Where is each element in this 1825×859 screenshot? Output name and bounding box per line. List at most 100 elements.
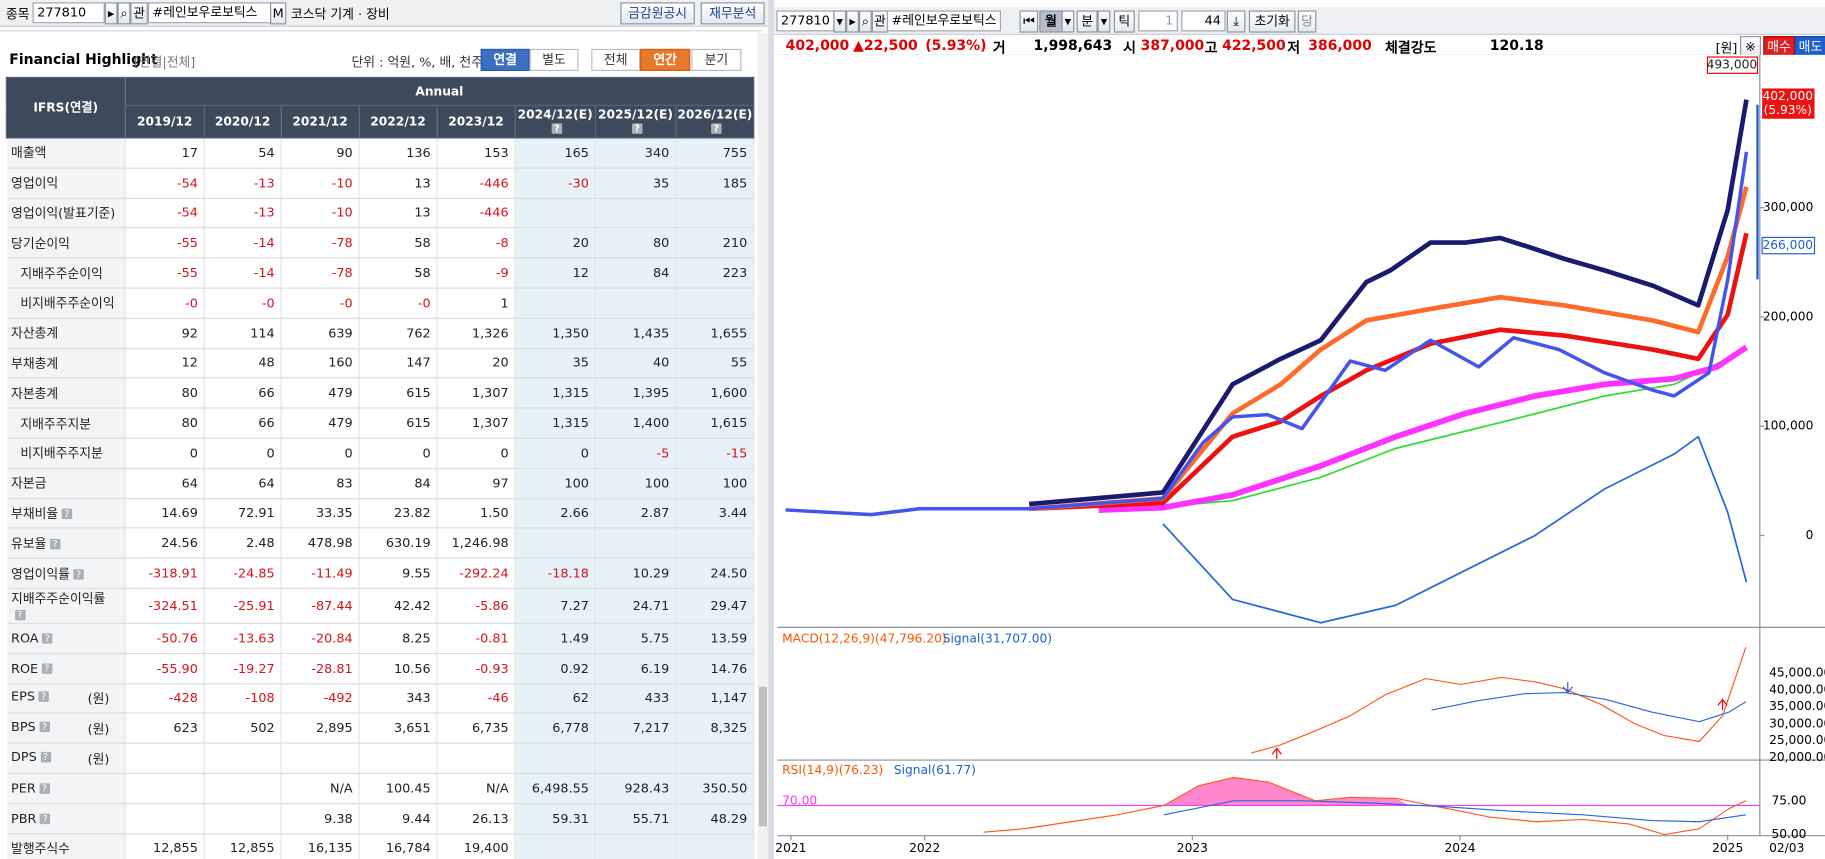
cell: 29.47 xyxy=(675,588,755,624)
cell: 147 xyxy=(359,348,438,379)
button[interactable]: ▾ xyxy=(1097,10,1111,33)
count-input[interactable]: 44 xyxy=(1181,10,1226,32)
button[interactable]: ▾ xyxy=(1061,10,1075,33)
name-input[interactable]: #레인보우로보틱스 xyxy=(886,10,1001,32)
data-row: 자본금 64 64 83 84 97 100 100 100 xyxy=(6,468,755,499)
code-input[interactable]: 277810 xyxy=(32,2,105,24)
cell xyxy=(675,743,755,774)
toggle[interactable]: 분기 xyxy=(691,48,742,72)
row-label-cell: 비지배주주순이익 xyxy=(6,288,126,319)
label: 고 xyxy=(1204,39,1218,56)
column-label: 2026/12(E) xyxy=(677,107,753,122)
separator xyxy=(0,30,763,32)
toggle[interactable]: 연간 xyxy=(640,48,691,72)
cell: 928.43 xyxy=(595,773,677,804)
button[interactable]: 재무분석 xyxy=(700,2,765,25)
button[interactable]: 금감원공시 xyxy=(620,2,695,25)
period-button[interactable]: 분 xyxy=(1076,10,1098,33)
volume: 1,998,643 xyxy=(1033,37,1113,54)
cell: 55 xyxy=(675,348,755,379)
rsi-signal: Signal(61.77) xyxy=(894,763,976,777)
cell: 19,400 xyxy=(437,833,516,859)
cell: -55.90 xyxy=(125,653,205,684)
cell: 3,651 xyxy=(359,713,438,744)
count-input[interactable]: 1 xyxy=(1138,10,1178,32)
cell: 0 xyxy=(359,438,438,469)
data-row: DPS? (원) xyxy=(6,743,755,774)
help-icon: ? xyxy=(42,633,53,644)
column-label: 2020/12 xyxy=(214,114,271,129)
data-row: BPS? (원) 623 502 2,895 3,651 6,735 6,778 7,217 8,… xyxy=(6,713,755,744)
change: ▲22,500 xyxy=(853,37,918,54)
cell xyxy=(125,803,205,835)
button[interactable]: 당 xyxy=(1297,10,1317,33)
gwan-button[interactable]: 관 xyxy=(871,10,889,33)
cell: 223 xyxy=(675,258,755,289)
scroll-thumb[interactable] xyxy=(758,686,768,827)
button[interactable]: ▾ xyxy=(833,10,847,33)
cell xyxy=(595,288,677,319)
toggle[interactable]: 별도 xyxy=(529,48,579,72)
data-row: ROE? -55.90 -19.27 -28.81 10.56 -0.93 0.92 6.19… xyxy=(6,653,755,684)
period-button[interactable]: 월 xyxy=(1039,10,1063,33)
label: 저 xyxy=(1287,39,1301,56)
reset-button[interactable]: 초기화 xyxy=(1248,10,1296,33)
cell: -55 xyxy=(125,258,205,289)
data-row: 유보율? 24.56 2.48 478.98 630.19 1,246.98 xyxy=(6,528,755,559)
button[interactable]: ⏮ xyxy=(1019,10,1039,33)
cell: 9.38 xyxy=(281,803,360,835)
cell: 90 xyxy=(281,137,360,169)
scrollbar[interactable] xyxy=(757,32,769,859)
cell: -5 xyxy=(595,438,677,469)
cell: -13 xyxy=(204,167,282,199)
button[interactable]: ⌕ xyxy=(858,10,872,33)
help-icon: ? xyxy=(61,508,73,520)
toggle[interactable]: 전체 xyxy=(591,48,641,72)
row-label: 발행주식수 xyxy=(11,841,70,857)
cell: 48.29 xyxy=(675,803,755,835)
prev-button[interactable]: ▸ xyxy=(104,2,118,25)
toggle[interactable]: 연결 xyxy=(480,48,530,72)
cell xyxy=(515,288,596,319)
unit: 단위 : 억원, %, 배, 천주 xyxy=(351,54,484,70)
cell: 2,895 xyxy=(281,713,360,744)
rate: (5.93%) xyxy=(925,37,987,54)
period-button[interactable]: 틱 xyxy=(1113,10,1135,33)
column-label: 2019/12 xyxy=(136,114,193,129)
cell: -20.84 xyxy=(281,623,360,654)
cell xyxy=(595,197,677,229)
button[interactable]: ⤓ xyxy=(1226,10,1246,33)
cell: 9.44 xyxy=(359,803,438,835)
cell: 1,307 xyxy=(437,408,516,439)
cell xyxy=(515,528,596,559)
cell: 1,350 xyxy=(515,318,596,349)
m-button[interactable]: M xyxy=(270,2,287,25)
row-label: 지배주주지분 xyxy=(20,416,92,432)
row-label: DPS xyxy=(11,749,37,765)
rsi-level: 70.00 xyxy=(782,793,817,807)
button[interactable]: ▸ xyxy=(846,10,859,33)
cell: 1,326 xyxy=(437,318,516,349)
code-input[interactable]: 277810 xyxy=(776,10,835,32)
row-label: 영업이익(발표기준) xyxy=(11,206,116,222)
name-input[interactable]: #레인보우로보틱스 xyxy=(147,2,272,24)
cell: -15 xyxy=(675,438,755,469)
row-label-cell: 자본총계 xyxy=(6,378,126,409)
cell: 755 xyxy=(675,137,755,169)
help-icon: ? xyxy=(40,751,51,762)
cell xyxy=(515,743,596,774)
cell: 0 xyxy=(204,438,282,469)
gwan-button[interactable]: 관 xyxy=(130,2,148,25)
row-label-cell: 지배주주지분 xyxy=(6,408,126,439)
cell: -10 xyxy=(281,197,360,229)
rsi-line xyxy=(983,776,1747,836)
last-date: 02/03 xyxy=(1769,841,1804,855)
cell: 1,246.98 xyxy=(437,528,516,559)
row-label: PBR xyxy=(11,810,37,826)
cell: 136 xyxy=(359,137,438,169)
help-icon: ? xyxy=(41,663,53,674)
cell: 762 xyxy=(359,318,438,349)
search-button[interactable]: ⌕ xyxy=(117,2,131,25)
button[interactable]: ※ xyxy=(1740,36,1761,59)
